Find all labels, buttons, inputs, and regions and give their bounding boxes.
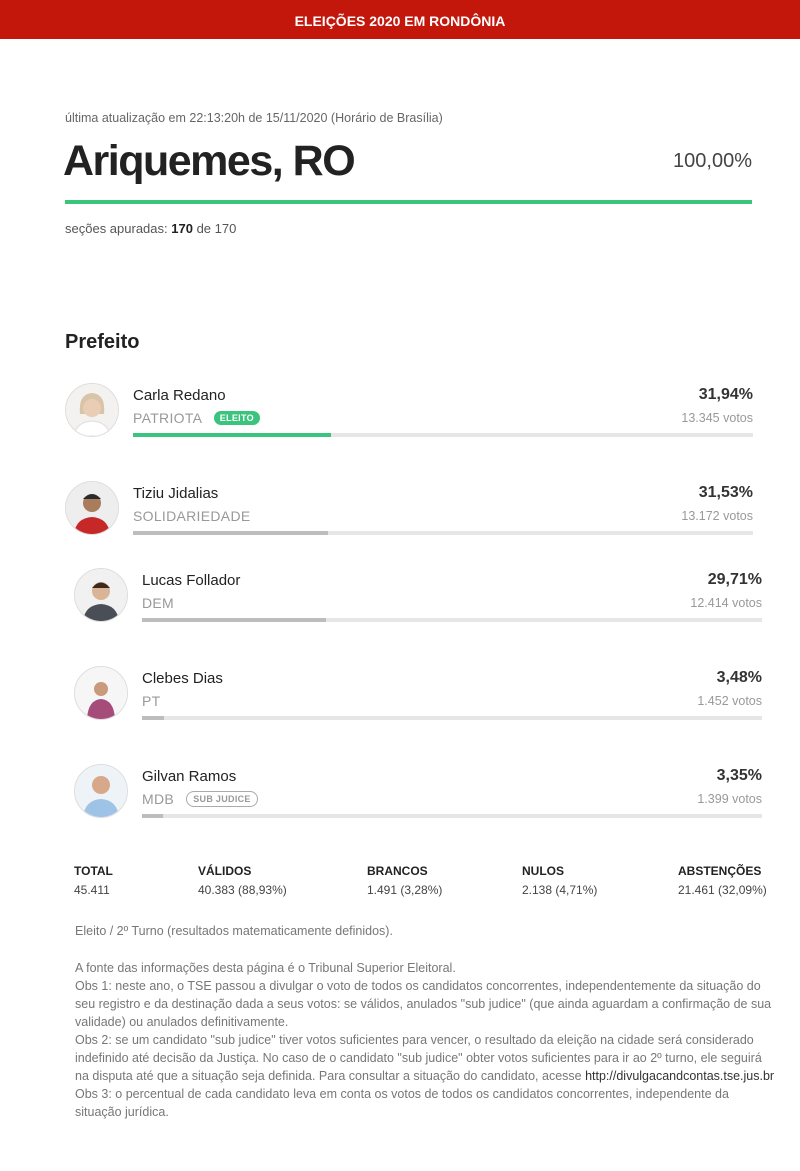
candidate-votes: 1.452 votos bbox=[697, 694, 762, 708]
candidate-party: PATRIOTA ELEITO bbox=[133, 410, 260, 426]
candidate-photo bbox=[65, 481, 119, 535]
vote-bar-track bbox=[142, 814, 762, 818]
party-name: MDB bbox=[142, 791, 175, 807]
vote-bar-fill bbox=[133, 433, 332, 437]
office-title: Prefeito bbox=[65, 331, 140, 353]
source-note: A fonte das informações desta página é o… bbox=[75, 961, 456, 975]
totals-value: 40.383 (88,93%) bbox=[198, 883, 287, 897]
candidate-party: PT bbox=[142, 693, 161, 709]
totals-label: VÁLIDOS bbox=[198, 864, 252, 878]
totals-label: BRANCOS bbox=[367, 864, 428, 878]
candidate-party: MDB SUB JUDICE bbox=[142, 791, 258, 807]
apuracao-percent: 100,00% bbox=[673, 150, 752, 172]
totals-abstencoes: ABSTENÇÕES 21.461 (32,09%) bbox=[678, 864, 767, 897]
party-name: SOLIDARIEDADE bbox=[133, 508, 251, 524]
party-name: PT bbox=[142, 693, 161, 709]
tse-link[interactable]: http://divulgacandcontas.tse.jus.br bbox=[585, 1069, 775, 1083]
candidate-percent: 29,71% bbox=[707, 571, 762, 588]
totals-brancos: BRANCOS 1.491 (3,28%) bbox=[367, 864, 442, 897]
election-header: ELEIÇÕES 2020 EM RONDÔNIA bbox=[0, 0, 800, 39]
candidate-votes: 13.345 votos bbox=[681, 411, 753, 425]
candidate-row[interactable]: Lucas Follador DEM 29,71% 12.414 votos bbox=[74, 568, 762, 628]
totals-value: 2.138 (4,71%) bbox=[522, 883, 598, 897]
totals-value: 1.491 (3,28%) bbox=[367, 883, 443, 897]
candidate-row[interactable]: Tiziu Jidalias SOLIDARIEDADE 31,53% 13.1… bbox=[65, 481, 753, 541]
candidate-photo bbox=[65, 383, 119, 437]
source-notes: A fonte das informações desta página é o… bbox=[75, 959, 775, 1121]
vote-bar-track bbox=[142, 716, 762, 720]
candidate-percent: 31,53% bbox=[698, 484, 753, 501]
sections-total: de 170 bbox=[196, 221, 237, 236]
party-name: DEM bbox=[142, 595, 175, 611]
candidate-photo bbox=[74, 764, 128, 818]
candidate-votes: 12.414 votos bbox=[690, 596, 762, 610]
obs-2-text: Obs 2: se um candidato "sub judice" tive… bbox=[75, 1033, 762, 1083]
city-title: Ariquemes, RO bbox=[63, 137, 356, 185]
person-icon bbox=[75, 667, 127, 719]
totals-value: 45.411 bbox=[74, 883, 110, 897]
candidate-party: SOLIDARIEDADE bbox=[133, 508, 251, 524]
sub-judice-badge: SUB JUDICE bbox=[186, 791, 258, 807]
candidate-name: Carla Redano bbox=[133, 387, 226, 404]
candidate-name: Clebes Dias bbox=[142, 670, 223, 687]
totals-value: 21.461 (32,09%) bbox=[678, 883, 767, 897]
last-update-text: última atualização em 22:13:20h de 15/11… bbox=[65, 111, 443, 125]
totals-label: ABSTENÇÕES bbox=[678, 864, 762, 878]
candidate-name: Tiziu Jidalias bbox=[133, 485, 219, 502]
vote-bar-fill bbox=[142, 814, 163, 818]
sections-label: seções apuradas: bbox=[65, 221, 168, 236]
vote-bar-track bbox=[133, 433, 753, 437]
vote-bar-fill bbox=[142, 618, 327, 622]
elected-badge: ELEITO bbox=[213, 411, 260, 425]
candidate-votes: 13.172 votos bbox=[681, 509, 753, 523]
vote-bar-track bbox=[142, 618, 762, 622]
elected-footnote: Eleito / 2º Turno (resultados matematica… bbox=[75, 924, 393, 938]
vote-bar-fill bbox=[142, 716, 164, 720]
candidate-percent: 31,94% bbox=[698, 386, 753, 403]
candidate-name: Lucas Follador bbox=[142, 572, 241, 589]
totals-validos: VÁLIDOS 40.383 (88,93%) bbox=[198, 864, 287, 897]
person-icon bbox=[66, 482, 118, 534]
totals-label: TOTAL bbox=[74, 864, 113, 878]
party-name: PATRIOTA bbox=[133, 410, 202, 426]
candidate-photo bbox=[74, 568, 128, 622]
obs-2: Obs 2: se um candidato "sub judice" tive… bbox=[75, 1031, 775, 1085]
person-icon bbox=[75, 569, 127, 621]
totals-label: NULOS bbox=[522, 864, 564, 878]
candidate-name: Gilvan Ramos bbox=[142, 768, 237, 785]
obs-3: Obs 3: o percentual de cada candidato le… bbox=[75, 1087, 729, 1119]
person-icon bbox=[75, 765, 127, 817]
candidate-percent: 3,48% bbox=[716, 669, 762, 686]
totals-total: TOTAL 45.411 bbox=[74, 864, 113, 897]
totals-nulos: NULOS 2.138 (4,71%) bbox=[522, 864, 597, 897]
vote-bar-fill bbox=[133, 531, 329, 535]
candidate-row[interactable]: Clebes Dias PT 3,48% 1.452 votos bbox=[74, 666, 762, 726]
candidate-photo bbox=[74, 666, 128, 720]
candidate-row[interactable]: Carla Redano PATRIOTA ELEITO 31,94% 13.3… bbox=[65, 383, 753, 443]
vote-bar-track bbox=[133, 531, 753, 535]
sections-counted: seções apuradas: 170 de 170 bbox=[65, 221, 236, 236]
candidate-percent: 3,35% bbox=[716, 767, 762, 784]
candidate-row[interactable]: Gilvan Ramos MDB SUB JUDICE 3,35% 1.399 … bbox=[74, 764, 762, 824]
obs-1: Obs 1: neste ano, o TSE passou a divulga… bbox=[75, 979, 772, 1029]
apuracao-progress-bar bbox=[65, 200, 752, 204]
candidate-party: DEM bbox=[142, 595, 174, 611]
sections-counted-value: 170 bbox=[171, 221, 193, 236]
person-icon bbox=[66, 384, 118, 436]
candidate-votes: 1.399 votos bbox=[697, 792, 762, 806]
